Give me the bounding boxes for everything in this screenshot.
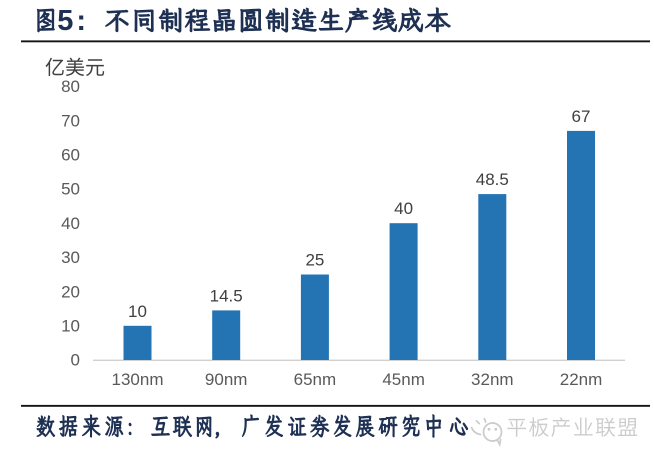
svg-text:50: 50 bbox=[61, 180, 80, 199]
svg-text:70: 70 bbox=[61, 111, 80, 130]
svg-text:5: 5 bbox=[57, 5, 73, 37]
svg-text:45nm: 45nm bbox=[382, 370, 425, 389]
svg-text:30: 30 bbox=[61, 248, 80, 267]
svg-text:65nm: 65nm bbox=[294, 370, 337, 389]
svg-text:14.5: 14.5 bbox=[210, 286, 243, 305]
svg-text::: : bbox=[76, 5, 86, 37]
svg-text:130nm: 130nm bbox=[112, 370, 164, 389]
svg-text:0: 0 bbox=[71, 351, 80, 370]
svg-text:32nm: 32nm bbox=[471, 370, 514, 389]
svg-text:10: 10 bbox=[61, 317, 80, 336]
svg-text:90nm: 90nm bbox=[205, 370, 248, 389]
svg-text:20: 20 bbox=[61, 282, 80, 301]
svg-text:67: 67 bbox=[572, 107, 591, 126]
svg-text:48.5: 48.5 bbox=[476, 170, 509, 189]
svg-text:25: 25 bbox=[305, 251, 324, 270]
svg-text:80: 80 bbox=[61, 77, 80, 96]
svg-text:60: 60 bbox=[61, 146, 80, 165]
svg-text:10: 10 bbox=[128, 302, 147, 321]
svg-text:22nm: 22nm bbox=[560, 370, 603, 389]
svg-text:40: 40 bbox=[61, 214, 80, 233]
svg-text:40: 40 bbox=[394, 199, 413, 218]
